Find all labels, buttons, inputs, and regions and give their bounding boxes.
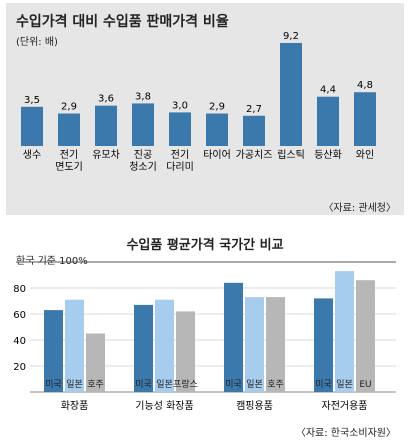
comparison-bar: [224, 282, 243, 392]
ratio-category-label: 청소기: [129, 161, 157, 173]
ratio-bar: [206, 113, 228, 146]
ratio-bar: [317, 96, 339, 146]
ratio-bar: [243, 115, 265, 146]
ratio-value-label: 2,9: [209, 102, 225, 113]
y-tick-label: 60: [13, 310, 26, 321]
ratio-value-label: 2,7: [246, 104, 262, 115]
ratio-value-label: 2,9: [61, 102, 77, 113]
ratio-value-label: 9,2: [283, 31, 299, 42]
ratio-category-label: 가공치즈: [236, 149, 273, 161]
ratio-category-label: 등산화: [314, 149, 342, 161]
ratio-chart-panel: 수입가격 대비 수입품 판매가격 비율 (단위: 배) 3,5 생수 2,9 전기 면도…: [6, 3, 404, 215]
comparison-bar: [245, 297, 264, 392]
ratio-value-label: 3,0: [172, 100, 188, 111]
comparison-bar: [65, 299, 84, 392]
bar-country-label: 호주: [87, 379, 104, 390]
ratio-category-label: 전기: [60, 149, 78, 161]
ratio-category-label: 다리미: [166, 161, 194, 173]
ratio-value-label: 3,8: [135, 91, 151, 102]
group-label: 기능성 화장품: [135, 400, 193, 412]
group-label: 캠핑용품: [236, 400, 273, 412]
ratio-bar-chart: 3,5생수2,9전기면도기3,6유모차3,8진공청소기3,0전기다리미2,9타이…: [21, 31, 376, 173]
comparison-bar: [86, 333, 105, 392]
ratio-bar: [169, 112, 191, 146]
ratio-bar: [354, 92, 376, 146]
bar-country-label: EU: [359, 380, 371, 390]
ratio-bar: [280, 42, 302, 146]
ratio-bar: [95, 105, 117, 146]
bar-country-label: 일본: [246, 379, 263, 390]
bar-country-label: 일본: [336, 379, 353, 390]
comparison-bar: [155, 299, 174, 392]
bar-country-label: 미국: [135, 379, 152, 390]
bar-country-label: 일본: [156, 379, 173, 390]
comparison-bar: [176, 311, 195, 392]
ratio-category-label: 진공: [134, 149, 152, 161]
bar-country-label: 호주: [267, 379, 284, 390]
y-tick-label: 20: [13, 362, 26, 373]
group-label: 화장품: [61, 400, 89, 412]
price-comparison-panel: 수입품 평균가격 국가간 비교 한국 기준 100% 20 40 60 80 미국 일본 호…: [6, 226, 404, 441]
comparison-bar: [356, 280, 375, 392]
ratio-bar: [58, 113, 80, 146]
comparison-bar: [335, 271, 354, 392]
comparison-bar: [44, 310, 63, 392]
ratio-value-label: 3,5: [24, 95, 40, 106]
ratio-category-label: 타이어: [203, 149, 231, 161]
ratio-bar: [21, 106, 43, 146]
ratio-chart-title: 수입가격 대비 수입품 판매가격 비율: [16, 14, 229, 30]
ratio-bar: [132, 103, 154, 146]
ratio-category-label: 면도기: [55, 161, 83, 173]
bar-country-label: 미국: [45, 379, 62, 390]
y-tick-label: 40: [13, 336, 26, 347]
bar-country-label: 프랑스: [173, 378, 198, 390]
source-customs: 〈자료: 관세청〉: [323, 203, 396, 214]
source-consumer-agency: 〈자료: 한국소비자원〉: [295, 428, 396, 439]
ratio-category-label: 전기: [171, 149, 189, 161]
group-label: 자전거용품: [322, 400, 368, 412]
comparison-bar: [314, 298, 333, 392]
comparison-chart-title: 수입품 평균가격 국가간 비교: [126, 238, 284, 253]
comparison-bar: [134, 304, 153, 392]
ratio-value-label: 4,8: [357, 80, 373, 91]
bar-country-label: 미국: [315, 379, 332, 390]
ratio-value-label: 4,4: [320, 85, 336, 96]
bar-country-label: 미국: [225, 379, 242, 390]
ratio-category-label: 생수: [23, 149, 41, 161]
ratio-category-label: 와인: [356, 149, 374, 161]
unit-label: (단위: 배): [16, 37, 58, 48]
comparison-bar: [266, 297, 285, 392]
ratio-category-label: 유모차: [92, 149, 120, 161]
ratio-category-label: 립스틱: [277, 148, 305, 161]
y-tick-label: 80: [13, 284, 26, 295]
ratio-value-label: 3,6: [98, 94, 114, 105]
bar-country-label: 일본: [66, 379, 83, 390]
